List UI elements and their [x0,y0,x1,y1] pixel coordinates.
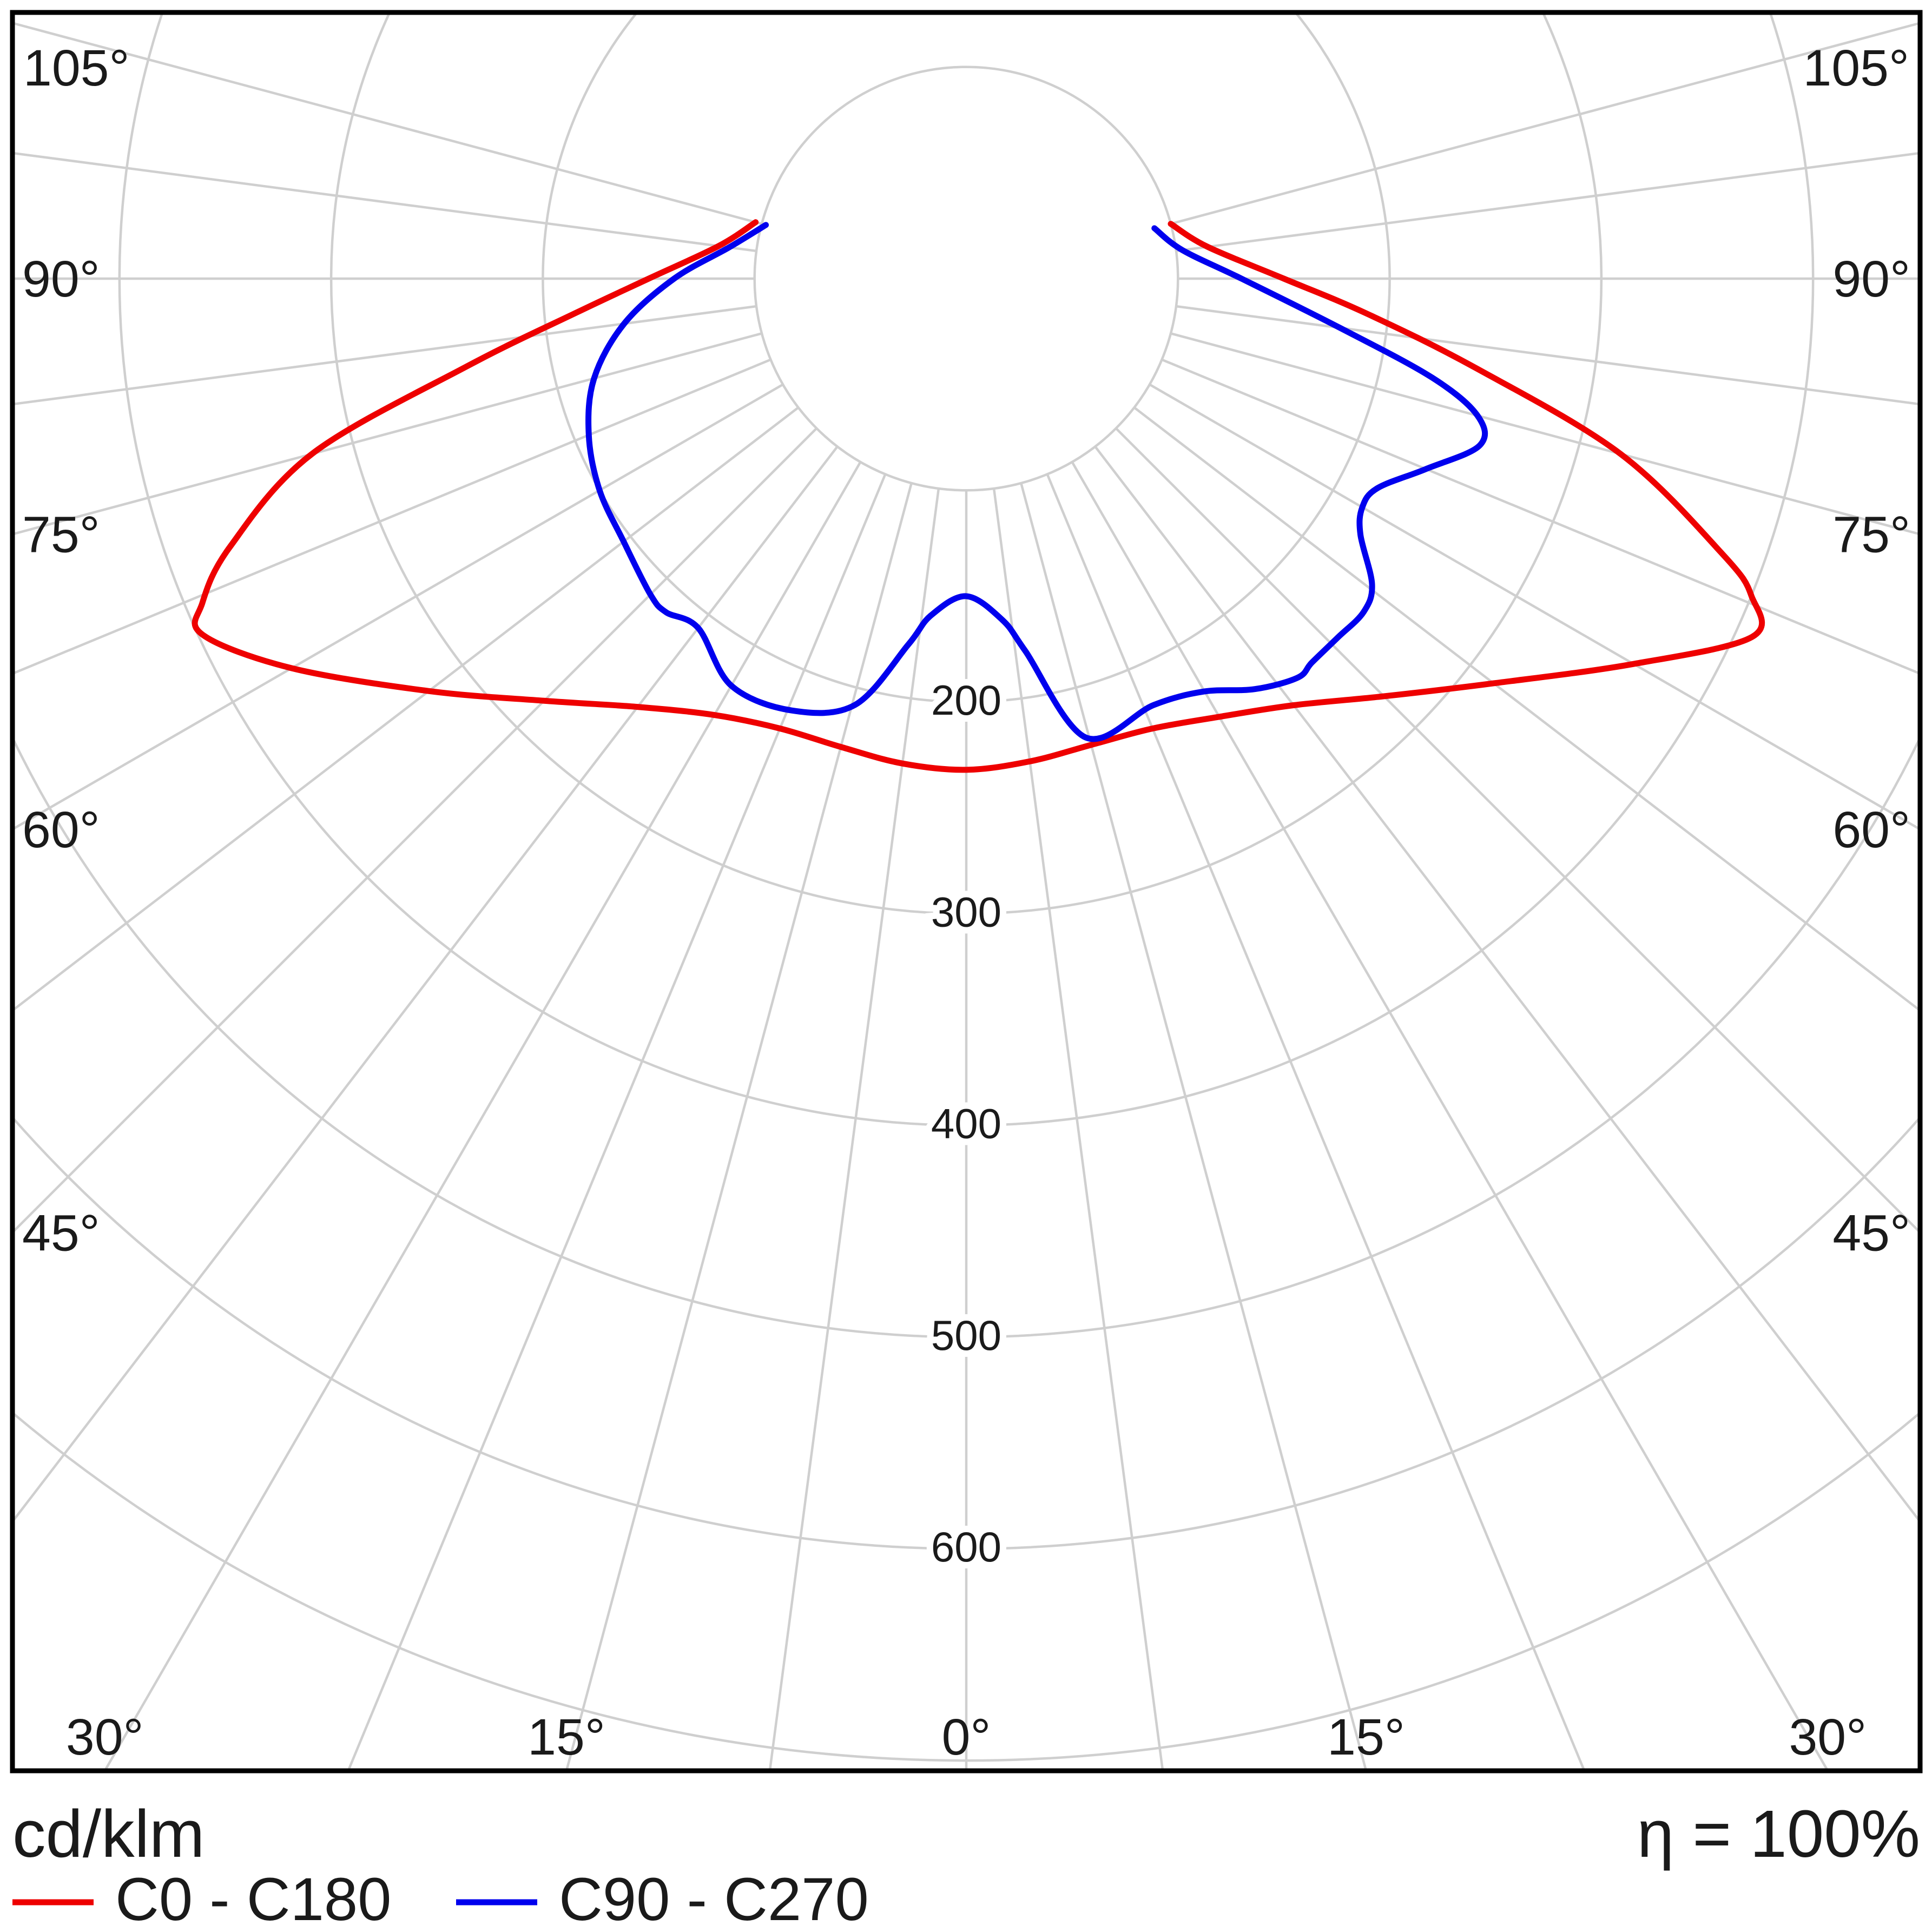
svg-text:105°: 105° [1803,39,1910,97]
svg-text:15°: 15° [527,1709,605,1766]
svg-text:0°: 0° [942,1709,991,1766]
svg-text:105°: 105° [23,39,130,97]
svg-text:75°: 75° [22,506,100,564]
svg-text:90°: 90° [22,250,100,308]
svg-text:75°: 75° [1832,506,1910,564]
svg-text:600: 600 [931,1523,1001,1571]
svg-text:15°: 15° [1327,1709,1405,1766]
svg-text:C90 - C270: C90 - C270 [559,1865,869,1932]
svg-text:60°: 60° [22,801,100,859]
svg-text:60°: 60° [1832,801,1910,859]
svg-text:45°: 45° [22,1204,100,1262]
svg-text:30°: 30° [66,1709,144,1766]
svg-text:C0 - C180: C0 - C180 [115,1865,391,1932]
svg-text:30°: 30° [1789,1709,1867,1766]
svg-text:400: 400 [931,1100,1001,1148]
svg-text:200: 200 [931,676,1001,724]
svg-text:300: 300 [931,888,1001,935]
svg-text:90°: 90° [1832,250,1910,308]
svg-text:cd/klm: cd/klm [12,1797,205,1871]
svg-text:η = 100%: η = 100% [1637,1797,1920,1871]
svg-text:45°: 45° [1832,1204,1910,1262]
svg-text:500: 500 [931,1311,1001,1359]
